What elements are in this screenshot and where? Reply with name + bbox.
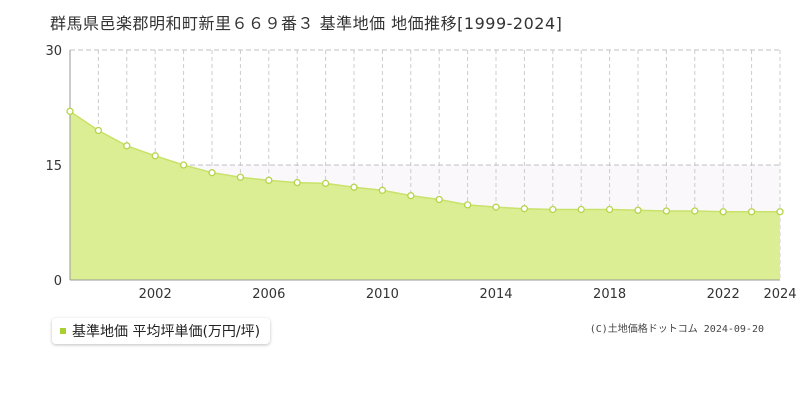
data-point — [577, 205, 585, 214]
page-title: 群馬県邑楽郡明和町新里６６９番３ 基準地価 地価推移[1999-2024] — [50, 14, 563, 33]
x-tick-label: 2002 — [139, 287, 172, 302]
data-point — [179, 161, 188, 169]
x-tick-label: 2022 — [707, 287, 740, 302]
x-tick-label: 2024 — [763, 287, 796, 302]
data-point — [151, 152, 159, 160]
data-point — [719, 208, 727, 216]
plot-background-upper — [70, 50, 780, 165]
data-point — [293, 178, 301, 187]
data-point — [691, 207, 699, 215]
data-point — [549, 205, 557, 214]
x-tick-label: 2014 — [479, 287, 512, 302]
data-point — [435, 195, 443, 204]
data-point — [94, 126, 103, 135]
data-point — [350, 183, 358, 191]
data-point — [265, 176, 273, 184]
y-tick-label: 30 — [45, 44, 62, 59]
x-tick-label: 2010 — [366, 287, 399, 302]
data-point — [492, 203, 500, 211]
series-line — [69, 110, 780, 213]
x-tick-label: 2018 — [593, 287, 626, 302]
data-point — [605, 205, 614, 214]
data-point — [520, 205, 529, 213]
data-point — [463, 201, 472, 209]
data-point — [378, 186, 387, 194]
data-point — [776, 208, 784, 216]
data-point — [321, 179, 330, 188]
data-point — [634, 206, 642, 214]
data-point — [407, 192, 415, 200]
legend[interactable]: 基準地価 平均坪単価(万円/坪) — [52, 318, 271, 344]
copyright-text: (C)土地価格ドットコム 2024-09-20 — [589, 324, 764, 335]
legend-label: 基準地価 平均坪単価(万円/坪) — [72, 324, 261, 340]
data-point — [123, 142, 131, 150]
x-tick-label: 2006 — [252, 287, 285, 302]
series-area — [70, 111, 780, 280]
data-point — [747, 208, 756, 216]
legend-swatch — [60, 328, 66, 334]
data-point — [66, 107, 74, 115]
data-point — [208, 169, 216, 177]
y-tick-label: 15 — [45, 159, 62, 174]
data-point — [662, 207, 671, 215]
y-tick-label: 0 — [54, 274, 62, 289]
data-point — [236, 173, 245, 181]
